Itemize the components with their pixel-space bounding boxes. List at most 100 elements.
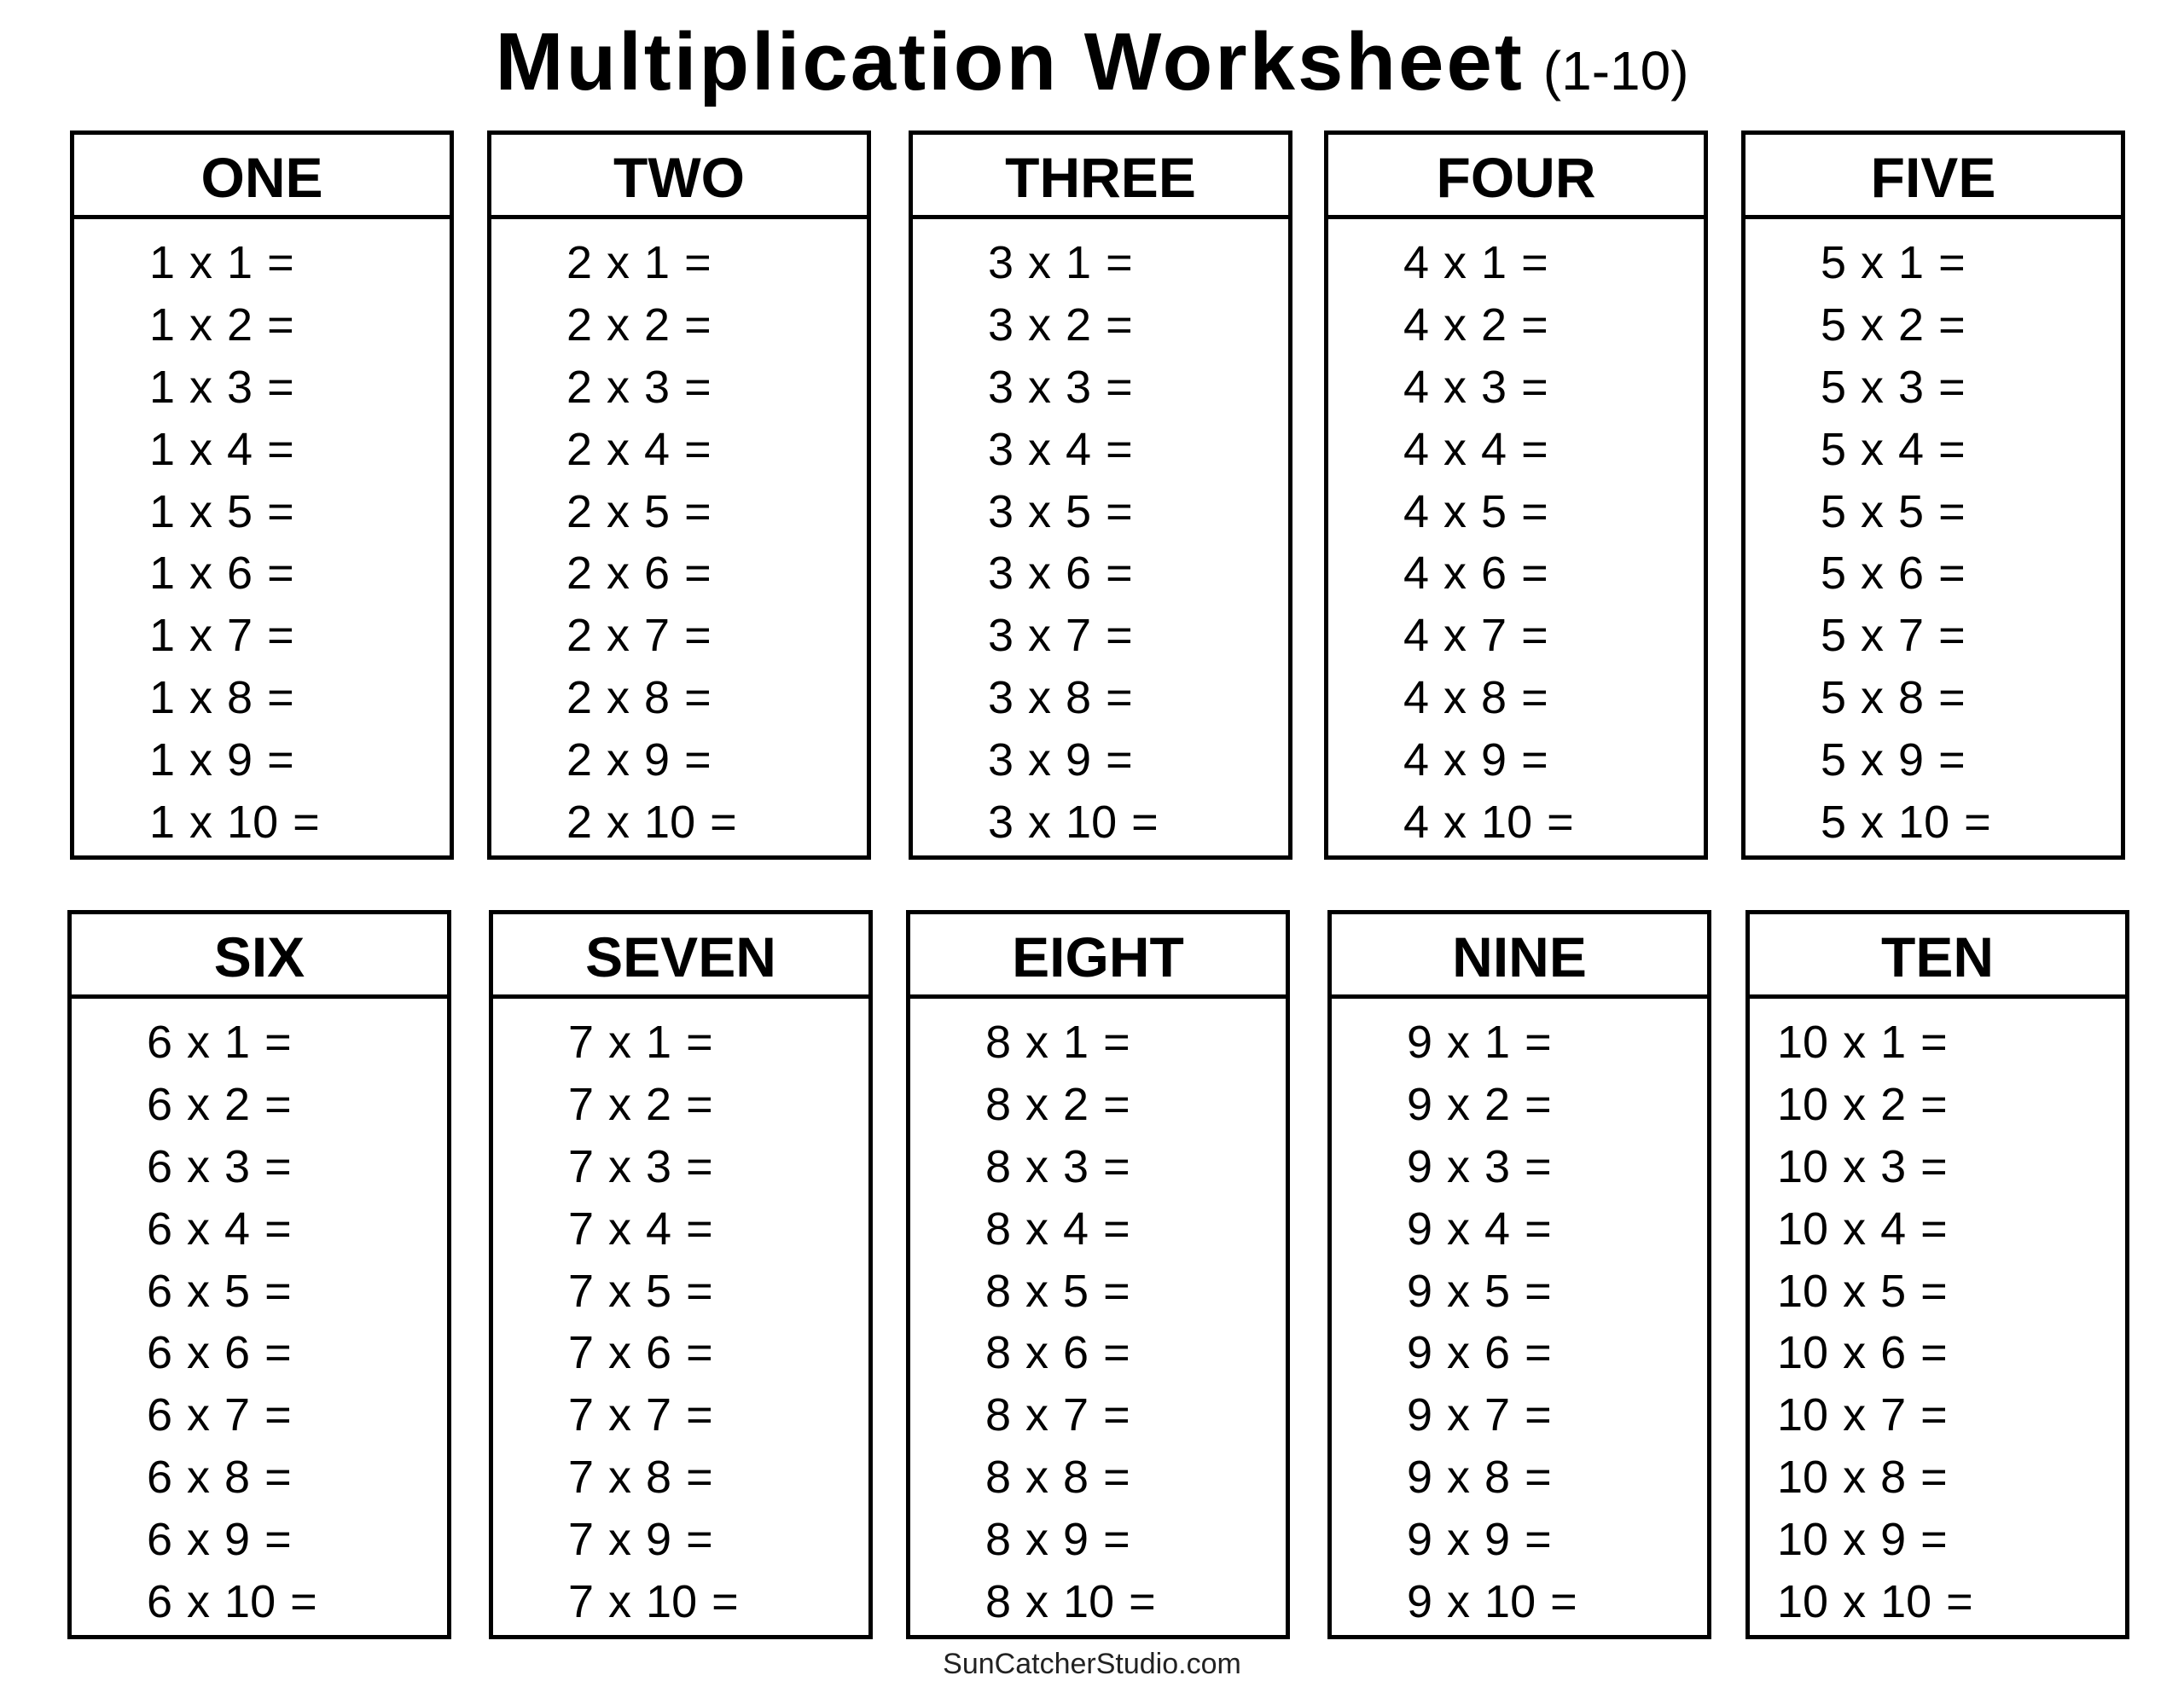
- problem-row: 7 x 5 =: [568, 1265, 713, 1317]
- table-header: EIGHT: [910, 914, 1286, 999]
- problem-row: 6 x 8 =: [147, 1452, 292, 1504]
- problem-row: 8 x 6 =: [985, 1327, 1130, 1379]
- problem-row: 6 x 2 =: [147, 1078, 292, 1130]
- problem-row: 7 x 2 =: [568, 1078, 713, 1130]
- table-box-one: ONE 1 x 1 = 1 x 2 = 1 x 3 = 1 x 4 = 1 x 5 = 1 …: [70, 130, 454, 860]
- problem-row: 8 x 2 =: [985, 1078, 1130, 1130]
- problem-row: 2 x 8 =: [566, 672, 712, 724]
- problem-list: 10 x 1 = 10 x 2 = 10 x 3 = 10 x 4 = 10 x 5 =…: [1750, 999, 2125, 1633]
- problem-row: 3 x 5 =: [988, 485, 1133, 537]
- problem-row: 9 x 6 =: [1407, 1327, 1552, 1379]
- problem-row: 4 x 7 =: [1403, 610, 1548, 662]
- problem-row: 4 x 1 =: [1403, 237, 1548, 288]
- problem-row: 9 x 1 =: [1407, 1017, 1552, 1068]
- problem-row: 10 x 1 =: [1777, 1017, 1948, 1068]
- problem-row: 5 x 5 =: [1821, 485, 1966, 537]
- problem-row: 7 x 1 =: [568, 1017, 713, 1068]
- problem-row: 4 x 3 =: [1403, 361, 1548, 413]
- problem-list: 7 x 1 = 7 x 2 = 7 x 3 = 7 x 4 = 7 x 5 = 7 x 6…: [493, 999, 868, 1633]
- problem-row: 6 x 3 =: [147, 1140, 292, 1192]
- problem-row: 7 x 3 =: [568, 1140, 713, 1192]
- problem-row: 1 x 4 =: [149, 423, 294, 475]
- problem-row: 5 x 2 =: [1821, 299, 1966, 351]
- problem-row: 4 x 5 =: [1403, 485, 1548, 537]
- problem-row: 5 x 8 =: [1821, 672, 1966, 724]
- problem-row: 7 x 9 =: [568, 1514, 713, 1566]
- table-box-nine: NINE 9 x 1 = 9 x 2 = 9 x 3 = 9 x 4 = 9 x 5 = 9…: [1327, 910, 1711, 1639]
- problem-row: 1 x 1 =: [149, 237, 294, 288]
- problem-row: 5 x 4 =: [1821, 423, 1966, 475]
- problem-row: 3 x 4 =: [988, 423, 1133, 475]
- problem-row: 5 x 1 =: [1821, 237, 1966, 288]
- problem-row: 1 x 7 =: [149, 610, 294, 662]
- problem-row: 1 x 3 =: [149, 361, 294, 413]
- problem-row: 9 x 2 =: [1407, 1078, 1552, 1130]
- table-box-three: THREE 3 x 1 = 3 x 2 = 3 x 3 = 3 x 4 = 3 x 5 =…: [909, 130, 1292, 860]
- table-box-two: TWO 2 x 1 = 2 x 2 = 2 x 3 = 2 x 4 = 2 x 5 = 2 …: [487, 130, 871, 860]
- problem-row: 1 x 9 =: [149, 734, 294, 786]
- problem-row: 2 x 1 =: [566, 237, 712, 288]
- table-box-four: FOUR 4 x 1 = 4 x 2 = 4 x 3 = 4 x 4 = 4 x 5 = 4…: [1324, 130, 1708, 860]
- problem-row: 10 x 4 =: [1777, 1203, 1948, 1255]
- problem-row: 6 x 6 =: [147, 1327, 292, 1379]
- table-box-six: SIX 6 x 1 = 6 x 2 = 6 x 3 = 6 x 4 = 6 x 5 = 6 …: [67, 910, 451, 1639]
- problem-list: 2 x 1 = 2 x 2 = 2 x 3 = 2 x 4 = 2 x 5 = 2 x 6…: [491, 219, 867, 854]
- problem-row: 1 x 10 =: [149, 797, 320, 849]
- problem-row: 8 x 7 =: [985, 1389, 1130, 1441]
- problem-row: 3 x 2 =: [988, 299, 1133, 351]
- problem-row: 10 x 6 =: [1777, 1327, 1948, 1379]
- problem-row: 2 x 6 =: [566, 548, 712, 600]
- problem-row: 7 x 10 =: [568, 1576, 739, 1628]
- problem-row: 10 x 7 =: [1777, 1389, 1948, 1441]
- table-header: SEVEN: [493, 914, 868, 999]
- problem-list: 4 x 1 = 4 x 2 = 4 x 3 = 4 x 4 = 4 x 5 = 4 x 6…: [1328, 219, 1704, 854]
- problem-row: 8 x 10 =: [985, 1576, 1156, 1628]
- problem-row: 6 x 4 =: [147, 1203, 292, 1255]
- problem-row: 8 x 1 =: [985, 1017, 1130, 1068]
- problem-row: 10 x 5 =: [1777, 1265, 1948, 1317]
- problem-row: 3 x 8 =: [988, 672, 1133, 724]
- problem-row: 7 x 7 =: [568, 1389, 713, 1441]
- problem-list: 1 x 1 = 1 x 2 = 1 x 3 = 1 x 4 = 1 x 5 = 1 x 6…: [74, 219, 450, 854]
- problem-row: 9 x 4 =: [1407, 1203, 1552, 1255]
- problem-list: 5 x 1 = 5 x 2 = 5 x 3 = 5 x 4 = 5 x 5 = 5 x 6…: [1745, 219, 2121, 854]
- problem-row: 3 x 1 =: [988, 237, 1133, 288]
- problem-row: 9 x 9 =: [1407, 1514, 1552, 1566]
- problem-row: 9 x 7 =: [1407, 1389, 1552, 1441]
- problem-row: 4 x 8 =: [1403, 672, 1548, 724]
- problem-row: 5 x 6 =: [1821, 548, 1966, 600]
- problem-row: 2 x 9 =: [566, 734, 712, 786]
- problem-row: 4 x 10 =: [1403, 797, 1574, 849]
- footer-credit: SunCatcherStudio.com: [943, 1648, 1241, 1680]
- problem-row: 4 x 2 =: [1403, 299, 1548, 351]
- problem-row: 2 x 3 =: [566, 361, 712, 413]
- problem-row: 10 x 8 =: [1777, 1452, 1948, 1504]
- problem-row: 5 x 10 =: [1821, 797, 1991, 849]
- problem-row: 2 x 10 =: [566, 797, 737, 849]
- table-header: NINE: [1332, 914, 1707, 999]
- problem-row: 3 x 7 =: [988, 610, 1133, 662]
- problem-row: 4 x 6 =: [1403, 548, 1548, 600]
- problem-row: 7 x 8 =: [568, 1452, 713, 1504]
- table-header: ONE: [74, 135, 450, 219]
- table-header: SIX: [72, 914, 447, 999]
- problem-row: 9 x 8 =: [1407, 1452, 1552, 1504]
- problem-row: 8 x 9 =: [985, 1514, 1130, 1566]
- problem-row: 8 x 3 =: [985, 1140, 1130, 1192]
- problem-row: 9 x 5 =: [1407, 1265, 1552, 1317]
- problem-row: 3 x 3 =: [988, 361, 1133, 413]
- problem-row: 10 x 10 =: [1777, 1576, 1973, 1628]
- problem-row: 5 x 3 =: [1821, 361, 1966, 413]
- problem-row: 6 x 9 =: [147, 1514, 292, 1566]
- problem-list: 8 x 1 = 8 x 2 = 8 x 3 = 8 x 4 = 8 x 5 = 8 x 6…: [910, 999, 1286, 1633]
- problem-row: 1 x 8 =: [149, 672, 294, 724]
- problem-row: 6 x 1 =: [147, 1017, 292, 1068]
- problem-row: 3 x 10 =: [988, 797, 1159, 849]
- problem-row: 10 x 3 =: [1777, 1140, 1948, 1192]
- problem-row: 4 x 9 =: [1403, 734, 1548, 786]
- problem-row: 6 x 10 =: [147, 1576, 317, 1628]
- table-box-five: FIVE 5 x 1 = 5 x 2 = 5 x 3 = 5 x 4 = 5 x 5 = 5…: [1741, 130, 2125, 860]
- problem-row: 8 x 8 =: [985, 1452, 1130, 1504]
- title-main: Multiplication Worksheet: [495, 16, 1525, 107]
- problem-row: 2 x 2 =: [566, 299, 712, 351]
